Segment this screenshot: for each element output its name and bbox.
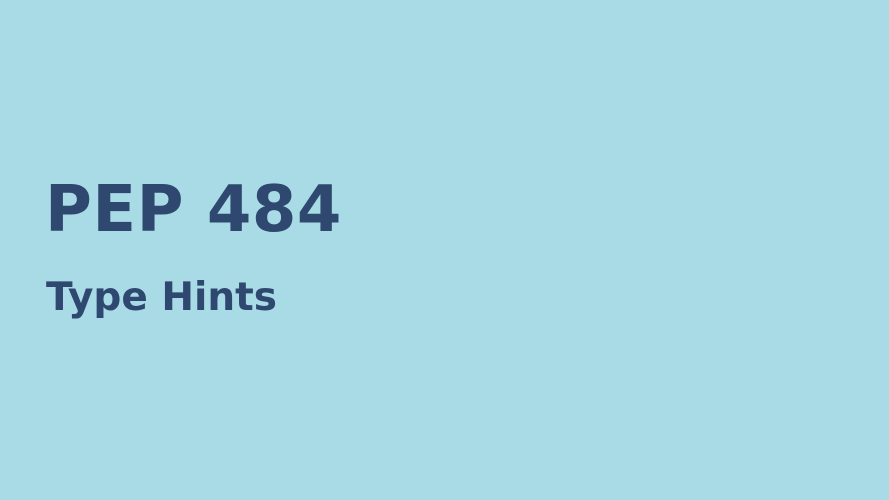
slide-title: PEP 484 bbox=[45, 173, 342, 247]
slide-subtitle: Type Hints bbox=[46, 275, 277, 320]
